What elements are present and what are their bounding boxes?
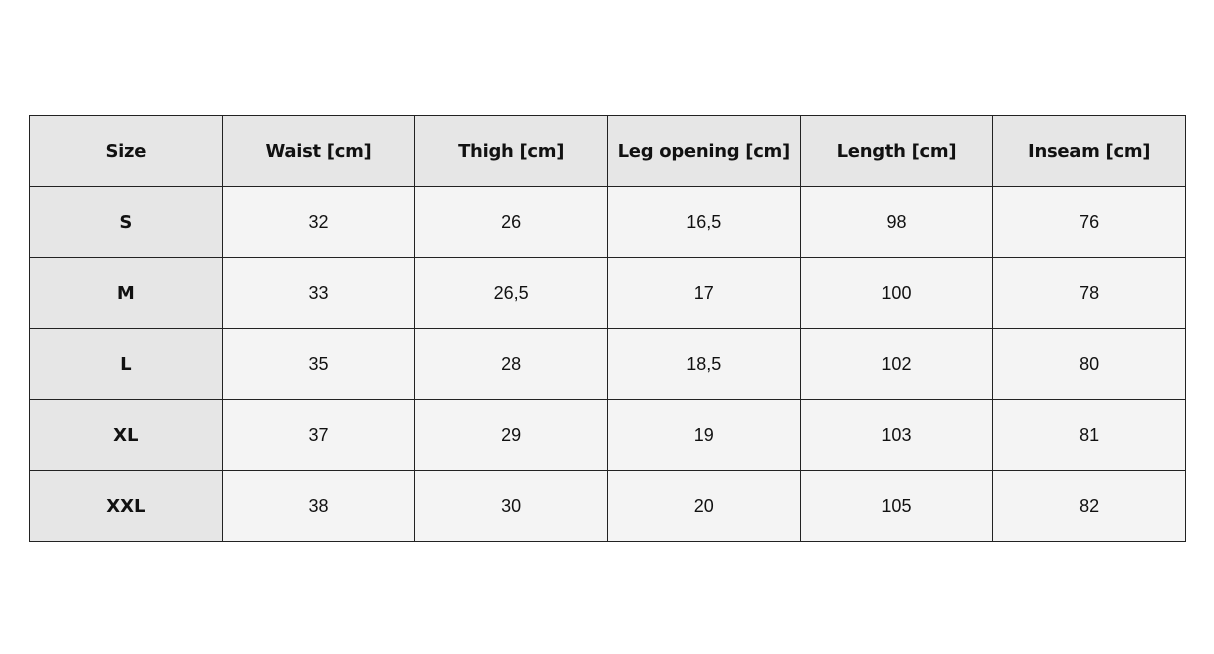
- table-row: S 32 26 16,5 98 76: [29, 186, 1186, 258]
- size-label-cell: S: [29, 186, 223, 258]
- header-inseam: Inseam [cm]: [992, 115, 1186, 187]
- table-row: L 35 28 18,5 102 80: [29, 328, 1186, 400]
- table-cell: 38: [221, 470, 416, 542]
- table-cell: 76: [992, 186, 1186, 258]
- table-cell: 33: [221, 257, 416, 329]
- table-cell: 81: [992, 399, 1186, 471]
- table-cell: 16,5: [606, 186, 801, 258]
- table-cell: 103: [799, 399, 994, 471]
- header-leg-opening: Leg opening [cm]: [606, 115, 801, 187]
- table-cell: 35: [221, 328, 416, 400]
- size-label-cell: XL: [29, 399, 223, 471]
- table-body: S 32 26 16,5 98 76 M 33 26,5 17 100 78 L 35 28 18,5 102 8…: [29, 186, 1186, 542]
- table-cell: 105: [799, 470, 994, 542]
- header-waist: Waist [cm]: [221, 115, 416, 187]
- table-cell: 29: [414, 399, 608, 471]
- table-cell: 37: [221, 399, 416, 471]
- table-row: M 33 26,5 17 100 78: [29, 257, 1186, 329]
- table-row: XL 37 29 19 103 81: [29, 399, 1186, 471]
- table-cell: 30: [414, 470, 608, 542]
- table-cell: 20: [606, 470, 801, 542]
- size-label-cell: M: [29, 257, 223, 329]
- header-length: Length [cm]: [799, 115, 994, 187]
- size-label-cell: L: [29, 328, 223, 400]
- table-cell: 82: [992, 470, 1186, 542]
- size-chart-table: Size Waist [cm] Thigh [cm] Leg opening […: [29, 115, 1186, 542]
- table-cell: 100: [799, 257, 994, 329]
- size-label-cell: XXL: [29, 470, 223, 542]
- header-row: Size Waist [cm] Thigh [cm] Leg opening […: [29, 115, 1186, 187]
- table-cell: 26: [414, 186, 608, 258]
- header-size: Size: [29, 115, 223, 187]
- table-cell: 19: [606, 399, 801, 471]
- header-thigh: Thigh [cm]: [414, 115, 608, 187]
- table-cell: 17: [606, 257, 801, 329]
- table-cell: 78: [992, 257, 1186, 329]
- table-row: XXL 38 30 20 105 82: [29, 470, 1186, 542]
- table-cell: 80: [992, 328, 1186, 400]
- table-cell: 102: [799, 328, 994, 400]
- table-cell: 32: [221, 186, 416, 258]
- table-cell: 18,5: [606, 328, 801, 400]
- table-cell: 28: [414, 328, 608, 400]
- table-cell: 26,5: [414, 257, 608, 329]
- table-cell: 98: [799, 186, 994, 258]
